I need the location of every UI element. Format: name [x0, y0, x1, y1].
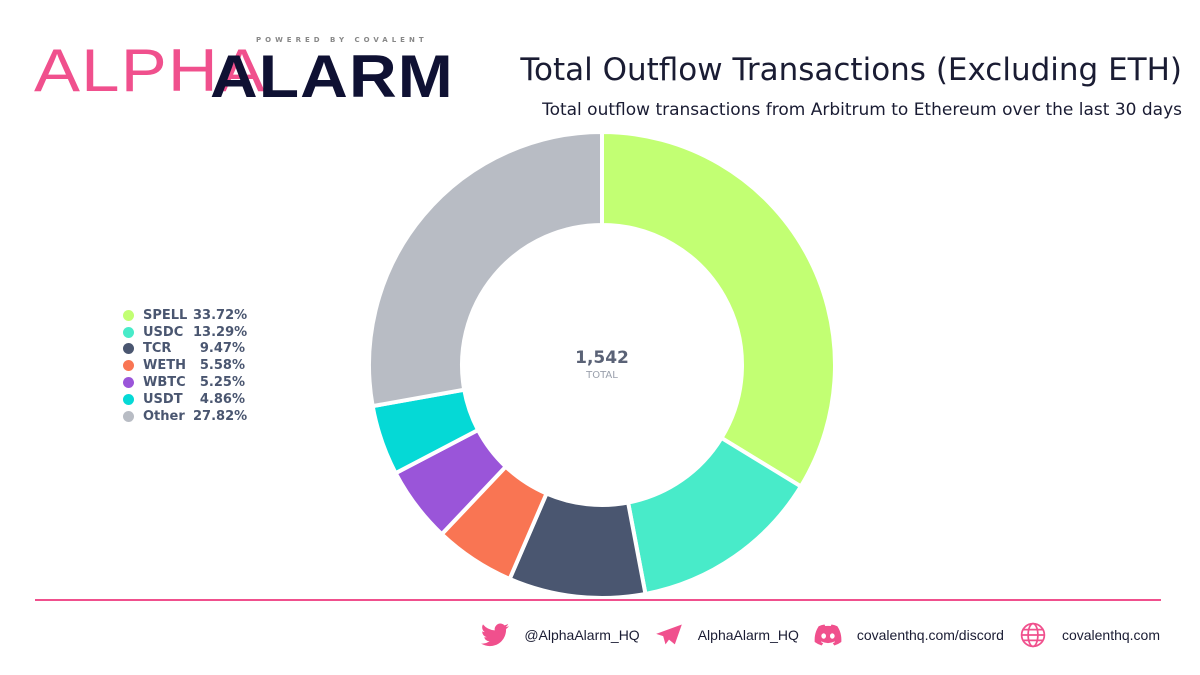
legend-label: USDT	[143, 391, 183, 407]
discord-link[interactable]: covalenthq.com/discord	[856, 627, 1004, 643]
legend-percent: 27.82%	[193, 408, 248, 424]
chart-legend: SPELL 33.72% USDC 13.29% TCR 9.47% WETH 5.58% WB…	[123, 307, 248, 425]
globe-icon[interactable]	[1018, 622, 1048, 648]
logo-alarm: ALARM	[210, 43, 454, 110]
legend-label: SPELL	[143, 307, 188, 323]
legend-item-wbtc: WBTC 5.25%	[123, 374, 245, 391]
legend-percent: 5.25%	[199, 375, 245, 391]
slice-other	[367, 129, 604, 409]
legend-item-spell: SPELL 33.72%	[123, 307, 248, 324]
legend-swatch	[123, 377, 134, 389]
chart-subtitle: Total outflow transactions from Arbitrum…	[542, 100, 1182, 120]
telegram-handle[interactable]: AlphaAlarm_HQ	[697, 627, 799, 643]
legend-percent: 13.29%	[193, 324, 248, 340]
legend-item-usdc: USDC 13.29%	[123, 324, 248, 341]
legend-label: USDC	[143, 324, 184, 340]
logo-alpha: ALPHA	[34, 37, 267, 104]
website-link[interactable]: covalenthq.com	[1061, 627, 1160, 643]
chart-title: Total Outflow Transactions (Excluding ET…	[520, 52, 1182, 88]
telegram-icon[interactable]	[654, 622, 684, 648]
legend-label: WBTC	[143, 375, 186, 391]
legend-swatch	[123, 343, 134, 355]
legend-item-other: Other 27.82%	[123, 408, 248, 425]
twitter-icon[interactable]	[480, 622, 510, 648]
legend-label: Other	[143, 408, 185, 424]
legend-percent: 5.58%	[199, 358, 245, 374]
slice-spell	[600, 129, 837, 490]
legend-label: TCR	[143, 341, 172, 357]
legend-swatch	[123, 309, 134, 321]
discord-icon[interactable]	[813, 622, 843, 648]
logo-powered-by: POWERED BY COVALENT	[256, 36, 428, 44]
center-total-label: TOTAL	[586, 370, 618, 381]
legend-label: WETH	[143, 358, 186, 374]
footer-links: @AlphaAlarm_HQ AlphaAlarm_HQ covalenthq.…	[480, 622, 1160, 648]
legend-percent: 9.47%	[199, 341, 245, 357]
legend-swatch	[123, 360, 134, 372]
footer-divider	[35, 599, 1161, 601]
legend-swatch	[123, 410, 134, 422]
legend-swatch	[123, 326, 134, 338]
twitter-handle[interactable]: @AlphaAlarm_HQ	[524, 627, 640, 643]
legend-percent: 33.72%	[193, 307, 248, 323]
legend-item-usdt: USDT 4.86%	[123, 391, 245, 408]
legend-item-weth: WETH 5.58%	[123, 357, 245, 374]
center-total-value: 1,542	[575, 348, 629, 368]
legend-item-tcr: TCR 9.47%	[123, 341, 245, 358]
legend-percent: 4.86%	[199, 391, 245, 407]
legend-swatch	[123, 393, 134, 405]
